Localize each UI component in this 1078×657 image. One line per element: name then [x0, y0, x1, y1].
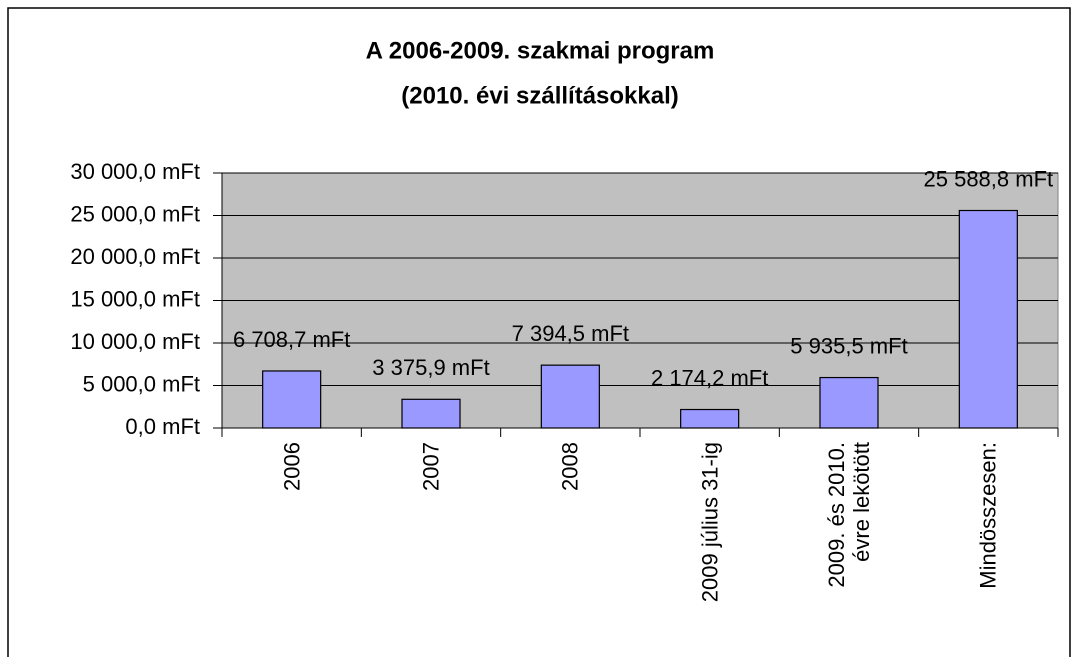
y-tick-label: 15 000,0 mFt — [70, 286, 200, 311]
bar — [819, 376, 879, 429]
data-label: 6 708,7 mFt — [233, 327, 350, 352]
bar — [680, 408, 740, 429]
data-label: 25 588,8 mFt — [924, 166, 1054, 191]
data-label: 5 935,5 mFt — [790, 333, 907, 358]
y-tick-label: 10 000,0 mFt — [70, 329, 200, 354]
x-tick-label: 2007 — [418, 442, 444, 491]
bar — [262, 370, 322, 429]
y-tick-label: 5 000,0 mFt — [83, 371, 200, 396]
bar — [958, 209, 1018, 429]
data-label: 3 375,9 mFt — [372, 355, 489, 380]
y-tick-label: 30 000,0 mFt — [70, 159, 200, 184]
chart-subtitle: (2010. évi szállításokkal) — [401, 82, 679, 109]
x-tick-label: 2009. és 2010. évre lekötött — [824, 442, 874, 588]
x-tick-label: Mindösszesen: — [975, 442, 1001, 589]
data-label: 2 174,2 mFt — [651, 365, 768, 390]
bar — [540, 364, 600, 429]
bar — [401, 398, 461, 429]
x-tick-label: 2008 — [557, 442, 583, 491]
chart-title: A 2006-2009. szakmai program — [366, 37, 715, 64]
data-label: 7 394,5 mFt — [512, 321, 629, 346]
x-tick-label: 2009 július 31-ig — [697, 442, 723, 603]
y-tick-label: 25 000,0 mFt — [70, 201, 200, 226]
x-tick-label: 2006 — [279, 442, 305, 491]
y-tick-label: 20 000,0 mFt — [70, 244, 200, 269]
y-tick-label: 0,0 mFt — [125, 414, 200, 439]
